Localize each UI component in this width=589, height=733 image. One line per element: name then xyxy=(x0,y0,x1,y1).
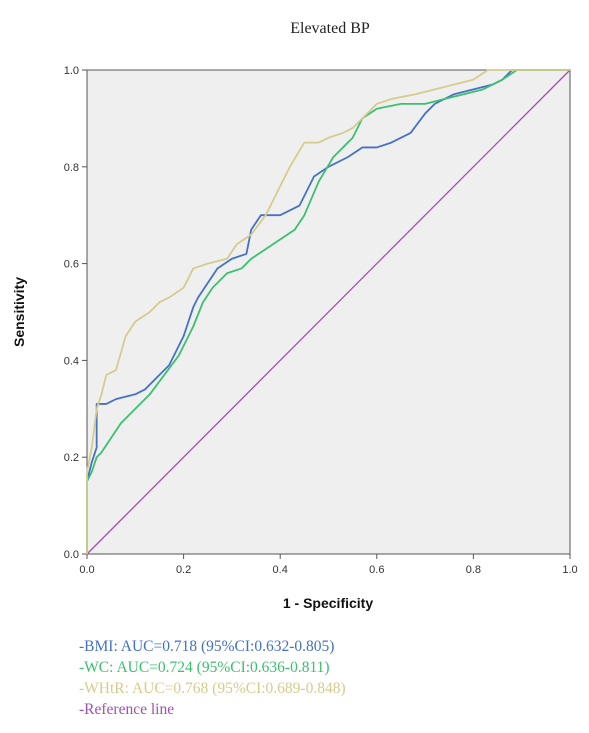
chart-title: Elevated BP xyxy=(290,20,370,37)
y-tick-label: 0.2 xyxy=(64,452,79,464)
x-tick-label: 0.2 xyxy=(176,564,191,576)
y-tick-label: 0.4 xyxy=(64,355,79,367)
roc-chart: 0.0 0.2 0.4 0.6 0.8 1.0 0.0 0.2 0.4 0.6 0.8 1.0 1 -… xyxy=(11,65,578,611)
x-tick-label: 0.8 xyxy=(466,564,481,576)
legend-entry-reference: -Reference line xyxy=(79,701,175,718)
reference-line xyxy=(86,69,571,555)
legend-entry-bmi: -BMI: AUC=0.718 (95%CI:0.632-0.805) xyxy=(79,638,335,655)
whtr-roc-line xyxy=(86,69,570,554)
x-tick-label: 0.4 xyxy=(273,564,288,576)
legend-entry-wc: -WC: AUC=0.724 (95%CI:0.636-0.811) xyxy=(79,659,330,676)
x-tick-label: 0.6 xyxy=(369,564,384,576)
y-axis-label: Sensitivity xyxy=(11,277,27,347)
x-tick-label: 0.0 xyxy=(79,564,94,576)
series-lines xyxy=(86,69,571,555)
x-axis-label: 1 - Specificity xyxy=(283,595,373,611)
y-tick-label: 1.0 xyxy=(64,65,79,77)
wc-roc-line xyxy=(86,69,570,554)
y-tick-label: 0.8 xyxy=(64,162,79,174)
y-tick-label: 0.6 xyxy=(64,259,79,271)
x-tick-label: 1.0 xyxy=(562,564,577,576)
legend-entry-whtr: -WHtR: AUC=0.768 (95%CI:0.689-0.848) xyxy=(79,680,346,697)
y-tick-label: 0.0 xyxy=(64,549,79,561)
bmi-roc-line xyxy=(86,69,570,554)
legend: -BMI: AUC=0.718 (95%CI:0.632-0.805) -WC: … xyxy=(79,636,346,720)
